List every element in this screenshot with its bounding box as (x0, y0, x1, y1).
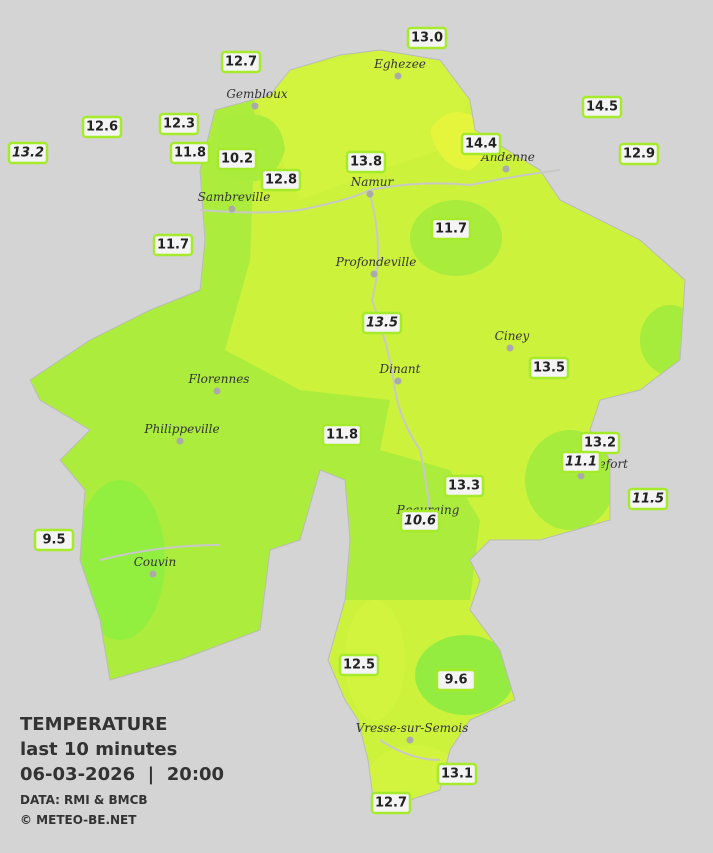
station-value: 11.7 (435, 222, 467, 237)
cities: EghezeeGemblouxAndenneNamurSambrevillePr… (134, 57, 628, 744)
city-dot (506, 344, 514, 352)
station-value: 11.7 (157, 238, 189, 253)
station-value: 11.1 (565, 455, 597, 470)
legend: TEMPERATURE last 10 minutes 06-03-2026 |… (20, 714, 224, 827)
station-value: 14.4 (465, 137, 497, 152)
station-value: 12.5 (343, 658, 375, 673)
city-dot (406, 736, 414, 744)
city-label: Ciney (495, 329, 530, 343)
station-box (152, 233, 194, 257)
city-dot (149, 570, 157, 578)
station-box (435, 668, 477, 692)
station-box (460, 132, 502, 156)
legend-copyright: © METEO-BE.NET (20, 813, 137, 827)
city-dot (228, 205, 236, 213)
station-box (560, 450, 602, 474)
station-value: 12.8 (265, 173, 297, 188)
legend-datetime: 06-03-2026 | 20:00 (20, 764, 224, 785)
station-box (81, 115, 123, 139)
station-value: 13.8 (350, 155, 382, 170)
station-value: 12.6 (86, 120, 118, 135)
legend-period: last 10 minutes (20, 739, 177, 760)
city-label: Philippeville (143, 422, 219, 436)
station-box (260, 168, 302, 192)
station-value: 13.1 (441, 767, 473, 782)
station-value: 9.5 (42, 533, 65, 548)
station-box (7, 141, 49, 165)
city-label: Couvin (134, 555, 176, 569)
city-label: Florennes (188, 372, 250, 386)
station-box (443, 474, 485, 498)
station-value: 9.6 (444, 673, 467, 688)
legend-source: DATA: RMI & BMCB (20, 793, 148, 807)
station-value: 11.5 (632, 492, 664, 507)
station-box (627, 487, 669, 511)
station-value: 14.5 (586, 100, 618, 115)
river (199, 169, 561, 214)
station-value: 10.6 (404, 514, 436, 529)
city-dot (370, 270, 378, 278)
station-box (618, 142, 660, 166)
station-box (169, 141, 211, 165)
station-value: 13.0 (411, 31, 443, 46)
station-box (345, 150, 387, 174)
station-value: 13.2 (584, 436, 616, 451)
river (99, 544, 441, 761)
city-dot (366, 190, 374, 198)
legend-title: TEMPERATURE (20, 714, 167, 735)
station-box (528, 356, 570, 380)
city-label: Sambreville (198, 190, 271, 204)
city-dot (394, 377, 402, 385)
city-dot (213, 387, 221, 395)
station-value: 11.8 (326, 428, 358, 443)
station-value: 12.7 (375, 796, 407, 811)
station-value: 13.3 (448, 479, 480, 494)
station-box (33, 528, 75, 552)
station-box (399, 509, 441, 533)
station-box (361, 311, 403, 335)
station-value: 12.3 (163, 117, 195, 132)
station-value: 12.7 (225, 55, 257, 70)
station-box (338, 653, 380, 677)
station-value: 12.9 (623, 147, 655, 162)
city-dot (176, 437, 184, 445)
city-label: Vresse-sur-Semois (356, 721, 469, 735)
city-label: Eghezee (373, 57, 426, 71)
city-dot (251, 102, 259, 110)
city-label: Profondeville (335, 255, 417, 269)
station-value: 11.8 (174, 146, 206, 161)
station-box (436, 762, 478, 786)
city-dot (502, 165, 510, 173)
city-dot (394, 72, 402, 80)
station-box (581, 95, 623, 119)
station-box (216, 147, 258, 171)
stations: 13.0 12.7 14.5 12.6 12.3 13.2 11.8 10.2 12.8 13.8… (7, 26, 669, 815)
station-value: 13.5 (366, 316, 398, 331)
station-value: 13.2 (12, 146, 44, 161)
station-box (370, 791, 412, 815)
city-label: Gembloux (226, 87, 288, 101)
station-box (158, 112, 200, 136)
city-dot (577, 472, 585, 480)
river (369, 194, 431, 521)
station-box (321, 423, 363, 447)
station-value: 10.2 (221, 152, 253, 167)
city-label: Dinant (379, 362, 421, 376)
city-label: Namur (350, 175, 395, 189)
station-box (430, 217, 472, 241)
station-value: 13.5 (533, 361, 565, 376)
station-box (220, 50, 262, 74)
station-box (406, 26, 448, 50)
